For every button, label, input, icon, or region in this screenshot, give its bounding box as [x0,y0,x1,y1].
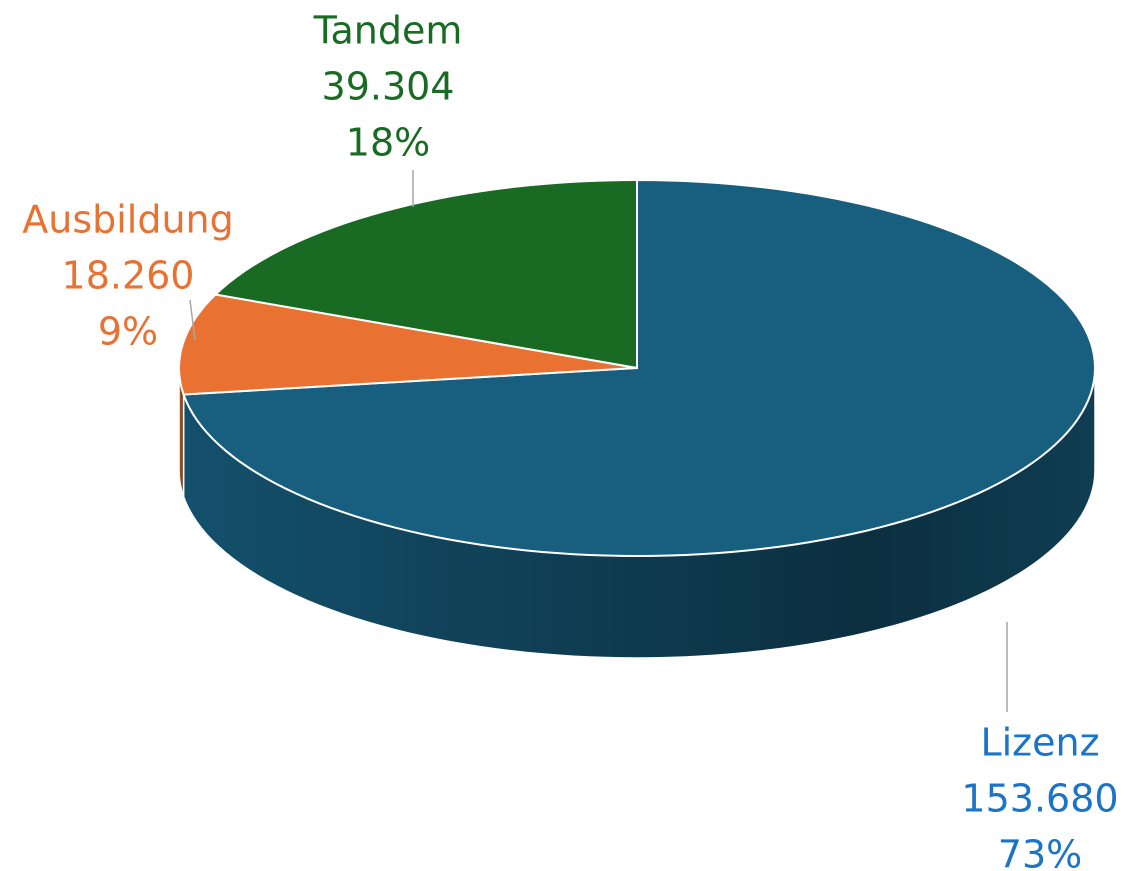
value-label: 18.260 [62,254,195,298]
value-label: 153.680 [961,777,1118,821]
pie-slice [182,178,1097,558]
percent-label: 9% [98,310,158,354]
leader-line [189,299,196,341]
pie-slice [213,178,638,370]
slice-label: Ausbildung [22,198,234,242]
percent-label: 18% [346,121,430,165]
percent-label: 73% [998,833,1082,871]
slice-label: Lizenz [980,721,1099,765]
pie-slice [178,293,638,396]
slice-label: Tandem [313,9,463,53]
value-label: 39.304 [322,65,455,109]
